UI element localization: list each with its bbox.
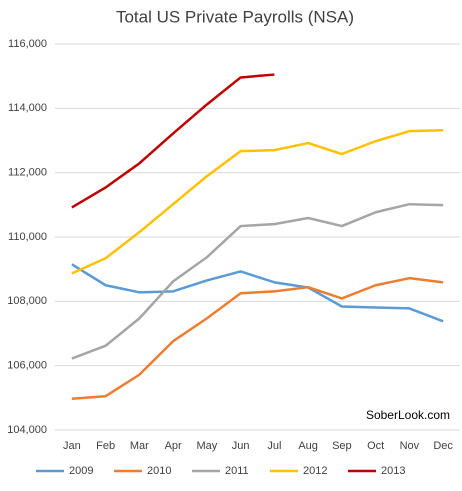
y-tick-label: 114,000	[8, 102, 47, 114]
series-line	[71, 263, 444, 323]
x-tick-label: Sep	[332, 440, 352, 452]
x-tick-label: Mar	[130, 440, 149, 452]
annotation: SoberLook.com	[366, 408, 450, 422]
legend-label: 2012	[303, 465, 327, 477]
series-line	[71, 128, 444, 275]
x-tick-label: Apr	[165, 440, 182, 452]
series-line	[71, 276, 444, 401]
legend-label: 2013	[381, 465, 405, 477]
legend-label: 2011	[225, 465, 249, 477]
y-tick-label: 108,000	[7, 295, 47, 307]
series-line	[71, 73, 275, 209]
y-tick-label: 112,000	[8, 167, 47, 179]
x-tick-label: Feb	[96, 440, 115, 452]
x-tick-label: Jun	[232, 440, 250, 452]
y-tick-label: 106,000	[7, 360, 47, 372]
x-tick-label: Jul	[267, 440, 281, 452]
x-tick-label: Aug	[298, 440, 318, 452]
legend-label: 2009	[69, 465, 93, 477]
series-line	[71, 202, 444, 360]
x-tick-label: Jan	[63, 440, 81, 452]
x-tick-label: Dec	[433, 440, 453, 452]
y-tick-label: 110,000	[8, 231, 47, 243]
x-tick-label: Oct	[367, 440, 384, 452]
x-tick-label: Nov	[400, 440, 420, 452]
legend-label: 2010	[147, 465, 171, 477]
y-tick-label: 116,000	[8, 38, 47, 50]
x-tick-label: May	[196, 440, 217, 452]
y-tick-label: 104,000	[7, 424, 47, 436]
chart-title: Total US Private Payrolls (NSA)	[116, 7, 354, 26]
